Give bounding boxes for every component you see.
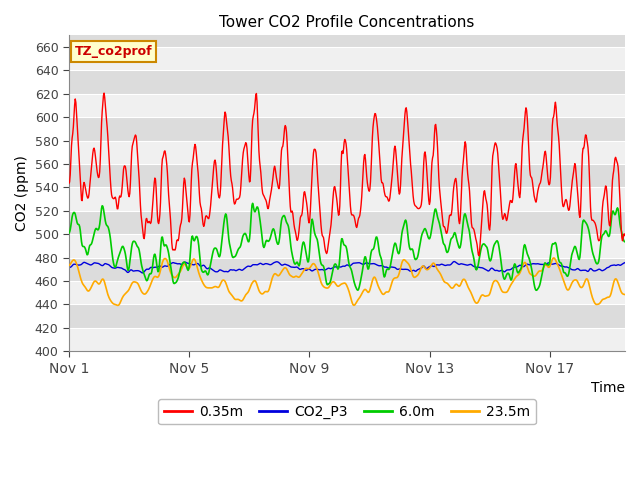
CO2_P3 [385,265,392,271]
0.35m [475,253,483,259]
23.5m [114,302,122,308]
6.0m [385,266,392,272]
Line: 0.35m: 0.35m [69,93,625,256]
Bar [69,234,625,258]
Bar [69,211,625,234]
6.0m [65,230,73,236]
CO2_P3 [116,265,124,271]
Line: CO2_P3: CO2_P3 [69,262,625,273]
6.0m [314,240,322,246]
0.35m [351,220,359,226]
CO2_P3 [440,263,448,268]
Bar [69,328,625,351]
CO2_P3 [314,266,322,272]
6.0m [344,250,351,255]
0.35m [65,180,73,186]
23.5m [314,268,322,274]
0.35m [314,179,322,184]
0.35m [385,198,392,204]
Bar [69,117,625,141]
Bar [69,187,625,211]
Legend: 0.35m, CO2_P3, 6.0m, 23.5m: 0.35m, CO2_P3, 6.0m, 23.5m [158,399,536,424]
CO2_P3 [451,259,458,264]
0.35m [100,90,108,96]
CO2_P3 [138,270,146,276]
6.0m [532,288,540,293]
Bar [69,281,625,304]
Bar [69,258,625,281]
23.5m [440,279,448,285]
Bar [69,71,625,94]
0.35m [117,194,125,200]
0.35m [440,224,448,229]
23.5m [117,298,125,304]
X-axis label: Time: Time [591,381,625,395]
23.5m [621,292,629,298]
CO2_P3 [65,265,73,271]
Bar [69,47,625,71]
23.5m [65,263,73,268]
Bar [69,94,625,117]
Title: Tower CO2 Profile Concentrations: Tower CO2 Profile Concentrations [220,15,475,30]
CO2_P3 [344,262,351,268]
6.0m [621,239,629,245]
Bar [69,141,625,164]
Bar [69,304,625,328]
Line: 23.5m: 23.5m [69,258,625,305]
6.0m [116,249,124,254]
0.35m [621,233,629,239]
Text: TZ_co2prof: TZ_co2prof [74,45,152,58]
CO2_P3 [621,260,629,265]
Line: 6.0m: 6.0m [69,204,625,290]
23.5m [385,289,392,295]
23.5m [550,255,557,261]
23.5m [351,301,359,307]
0.35m [344,156,351,161]
Y-axis label: CO2 (ppm): CO2 (ppm) [15,156,29,231]
Bar [69,164,625,187]
23.5m [344,284,351,289]
CO2_P3 [351,260,359,266]
6.0m [351,283,359,289]
6.0m [440,242,448,248]
6.0m [249,201,257,206]
